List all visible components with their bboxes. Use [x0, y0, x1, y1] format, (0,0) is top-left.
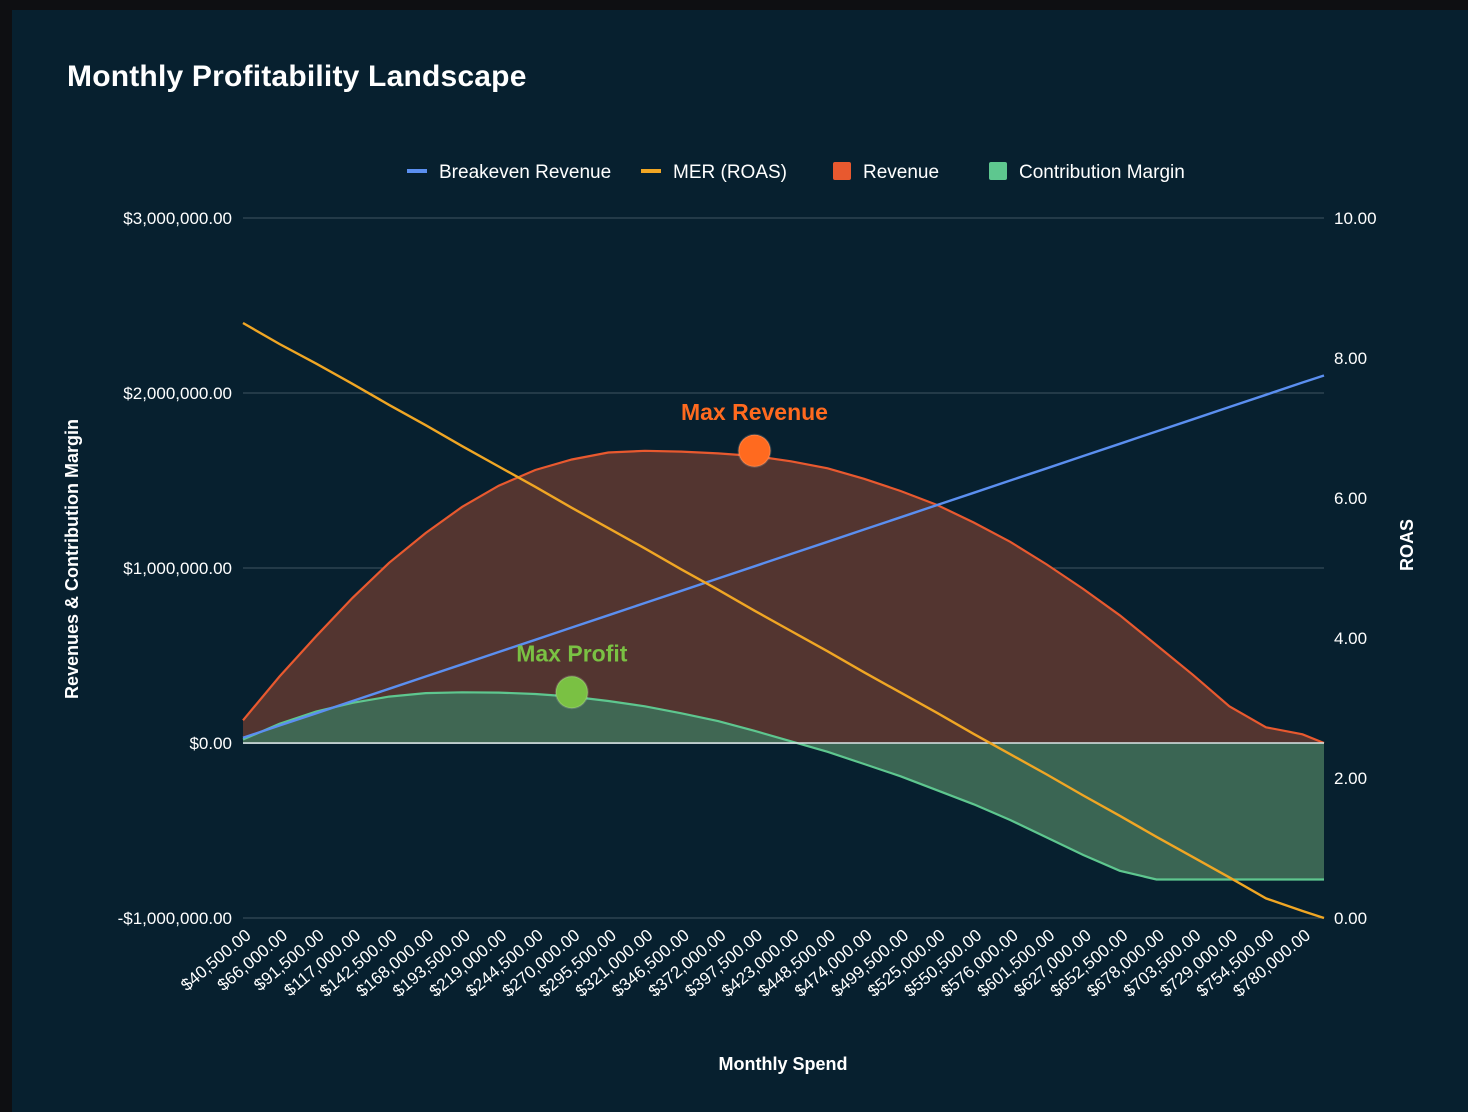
chart-title: Monthly Profitability Landscape [67, 60, 527, 93]
legend-swatch-mer-roas- [641, 169, 661, 173]
line-contribution-margin [242, 691, 1324, 881]
y2-tick-label: 8.00 [1334, 349, 1367, 368]
y2-tick-label: 0.00 [1334, 909, 1367, 928]
legend-swatch-revenue [833, 162, 851, 180]
legend: Breakeven Revenue MER (ROAS) Revenue Contri… [407, 162, 1185, 183]
max-profit-label: Max Profit [516, 640, 628, 666]
line-mer-roas- [242, 321, 1325, 920]
max-revenue-label: Max Revenue [681, 399, 828, 425]
y-tick-label: $0.00 [189, 734, 232, 753]
area-contribution-margin [243, 692, 1324, 880]
y-axis-title: Revenues & Contribution Margin [62, 419, 82, 699]
y2-tick-label: 6.00 [1334, 489, 1367, 508]
max-revenue-marker [737, 433, 772, 468]
y2-axis-title: ROAS [1397, 519, 1417, 571]
line-breakeven-revenue [242, 374, 1325, 739]
area-layer [243, 450, 1324, 880]
y-tick-label: $3,000,000.00 [123, 209, 232, 228]
legend-label-breakeven-revenue: Breakeven Revenue [439, 162, 611, 183]
annotation-layer: Max Revenue Max Profit [516, 399, 828, 710]
area-revenue [243, 450, 1324, 743]
legend-label-mer-roas-: MER (ROAS) [673, 162, 787, 183]
y2-tick-label: 2.00 [1334, 769, 1367, 788]
legend-swatch-contribution-margin [989, 162, 1007, 180]
x-axis-title: Monthly Spend [719, 1054, 848, 1074]
legend-label-contribution-margin: Contribution Margin [1019, 162, 1185, 183]
y-tick-label: $1,000,000.00 [123, 559, 232, 578]
y2-tick-label: 4.00 [1334, 629, 1367, 648]
max-profit-marker [554, 675, 589, 710]
line-revenue [242, 449, 1325, 745]
line-layer [242, 321, 1325, 920]
y-tick-label: -$1,000,000.00 [118, 909, 232, 928]
legend-label-revenue: Revenue [863, 162, 939, 183]
y-tick-label: $2,000,000.00 [123, 384, 232, 403]
legend-swatch-breakeven-revenue [407, 169, 427, 173]
y2-tick-label: 10.00 [1334, 209, 1377, 228]
